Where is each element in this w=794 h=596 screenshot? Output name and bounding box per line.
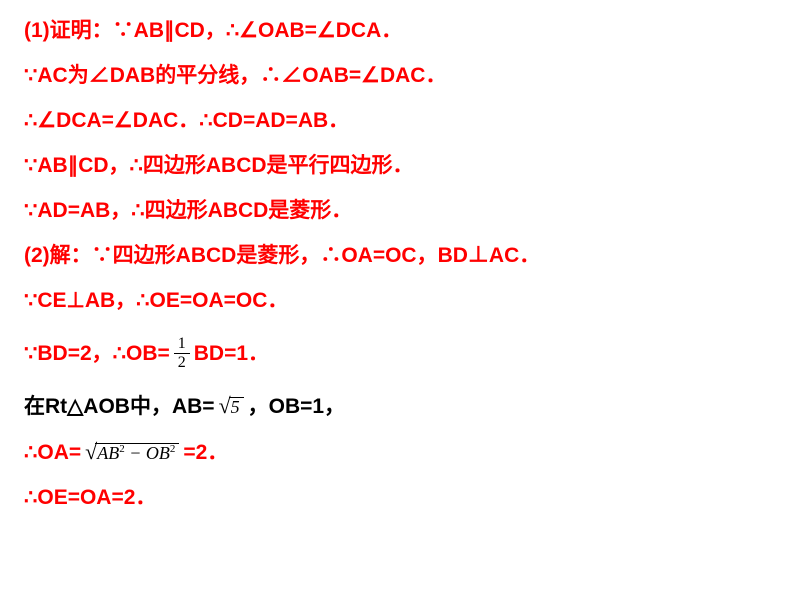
proof-line-5: ∵AD=AB，∴四边形ABCD是菱形． (24, 200, 770, 221)
text: ∵AB∥CD，∴四边形ABCD是平行四边形． (24, 155, 414, 176)
exp-b: 2 (170, 443, 176, 455)
text-a: ∵BD=2，∴OB= (24, 343, 170, 364)
text-a: 在Rt△AOB中，AB= (24, 396, 215, 417)
proof-line-7: ∵CE⊥AB，∴OE=OA=OC． (24, 290, 770, 311)
term-a: AB (97, 443, 119, 463)
radicand: 5 (229, 397, 244, 416)
proof-line-10: ∴OA= √ AB2 − OB2 =2． (24, 441, 770, 463)
sqrt-5: √ 5 (219, 395, 244, 417)
numerator: 1 (174, 335, 190, 354)
fraction-half: 1 2 (174, 335, 190, 371)
text: (2)解：∵四边形ABCD是菱形，∴OA=OC，BD⊥AC． (24, 245, 540, 266)
op: − (125, 443, 146, 463)
text-b: BD=1． (194, 343, 269, 364)
denominator: 2 (174, 354, 190, 372)
proof-line-1: (1)证明：∵AB∥CD，∴∠OAB=∠DCA． (24, 20, 770, 41)
text: ∴OE=OA=2． (24, 487, 156, 508)
sqrt-expression: √ AB2 − OB2 (85, 441, 179, 463)
text-b: ，OB=1， (248, 396, 345, 417)
proof-line-4: ∵AB∥CD，∴四边形ABCD是平行四边形． (24, 155, 770, 176)
text: ∵AC为∠DAB的平分线，∴∠OAB=∠DAC． (24, 65, 446, 86)
radicand: AB2 − OB2 (95, 443, 179, 462)
text: ∵CE⊥AB，∴OE=OA=OC． (24, 290, 288, 311)
text-b: =2． (183, 442, 228, 463)
proof-line-11: ∴OE=OA=2． (24, 487, 770, 508)
proof-line-3: ∴∠DCA=∠DAC．∴CD=AD=AB． (24, 110, 770, 131)
text: ∵AD=AB，∴四边形ABCD是菱形． (24, 200, 352, 221)
text: ∴∠DCA=∠DAC．∴CD=AD=AB． (24, 110, 349, 131)
proof-line-6: (2)解：∵四边形ABCD是菱形，∴OA=OC，BD⊥AC． (24, 245, 770, 266)
text-a: ∴OA= (24, 442, 81, 463)
proof-line-8: ∵BD=2，∴OB= 1 2 BD=1． (24, 335, 770, 371)
proof-line-9: 在Rt△AOB中，AB= √ 5 ，OB=1， (24, 395, 770, 417)
text: (1)证明：∵AB∥CD，∴∠OAB=∠DCA． (24, 20, 402, 41)
proof-line-2: ∵AC为∠DAB的平分线，∴∠OAB=∠DAC． (24, 65, 770, 86)
term-b: OB (146, 443, 170, 463)
